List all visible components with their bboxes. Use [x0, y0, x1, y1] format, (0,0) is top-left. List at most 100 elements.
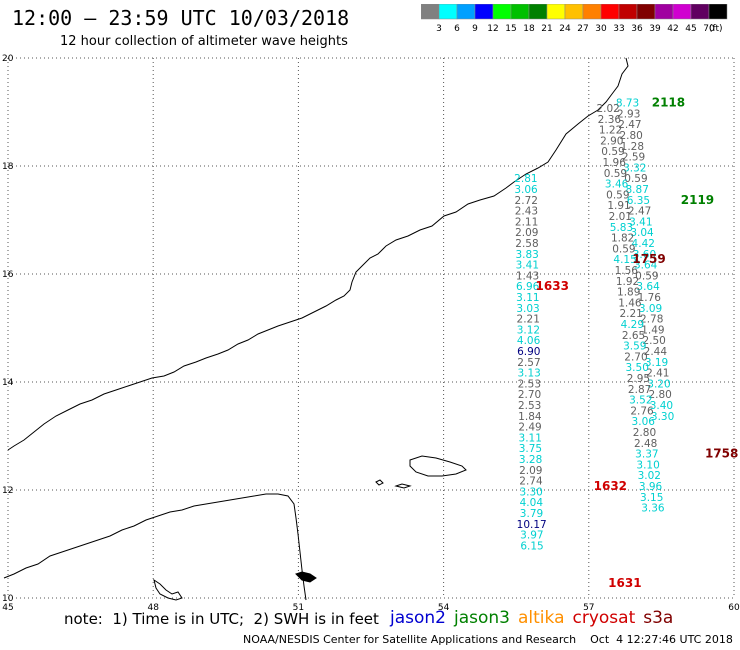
wave-height-value: 3.10: [636, 459, 659, 471]
wave-height-value: 6.90: [517, 346, 540, 358]
wave-height-value: 3.30: [519, 486, 542, 498]
pass-time-label: 2119: [681, 193, 714, 207]
map-subtitle: 12 hour collection of altimeter wave hei…: [60, 34, 348, 49]
wave-height-value: 2.47: [618, 119, 641, 131]
note-text: note: 1) Time is in UTC; 2) SWH is in fe…: [64, 610, 379, 628]
wave-height-value: 1.96: [603, 157, 627, 169]
wave-height-value: 3.09: [639, 303, 662, 315]
wave-height-value: 3.36: [641, 503, 665, 515]
wave-height-value: 2.09: [519, 465, 542, 477]
wave-height-value: 3.19: [645, 357, 668, 369]
wave-height-value: 2.53: [518, 400, 541, 412]
scale-label: 30: [595, 24, 607, 34]
wave-height-value: 2.90: [600, 135, 623, 147]
x-tick-label: 48: [147, 603, 159, 610]
wave-height-value: 2.80: [619, 130, 642, 142]
wave-height-value: 2.74: [519, 476, 543, 488]
wave-height-value: 3.40: [650, 400, 673, 412]
wave-height-value: 4.42: [632, 238, 655, 250]
wave-height-value: 1.82: [611, 233, 634, 245]
wave-height-value: 3.41: [629, 216, 652, 228]
wave-height-value: 0.59: [606, 189, 629, 201]
wave-height-value: 3.64: [636, 281, 660, 293]
wave-height-value: 4.29: [621, 319, 644, 331]
wave-height-value: 2.36: [598, 114, 622, 126]
wave-height-value: 1.43: [516, 270, 539, 282]
wave-height-value: 2.95: [627, 373, 650, 385]
wave-height-value: 1.89: [617, 287, 640, 299]
wave-height-value: 2.44: [644, 346, 668, 358]
wave-height-value: 2.58: [515, 238, 538, 250]
wave-height-value: 3.59: [623, 341, 646, 353]
horn-detail: [153, 578, 183, 601]
wave-height-value: 1.92: [616, 276, 639, 288]
scale-label: 45: [685, 24, 696, 34]
wave-height-value: 3.02: [638, 470, 661, 482]
wave-height-value: 8.73: [616, 98, 639, 110]
scale-label: 70: [703, 24, 715, 34]
wave-height-value: 2.43: [515, 206, 538, 218]
scale-label: 33: [613, 24, 624, 34]
wave-height-value: 6.15: [520, 540, 543, 552]
wave-height-value: 1.22: [599, 125, 622, 137]
wave-height-value: 4.15: [613, 254, 636, 266]
scale-label: 9: [472, 24, 478, 34]
x-tick-label: 51: [293, 603, 304, 610]
wave-height-value: 3.83: [515, 249, 538, 261]
wave-height-value: 0.59: [601, 146, 624, 158]
abd-al-kuri-island: [375, 479, 412, 489]
wave-height-value: 3.79: [520, 508, 543, 520]
wave-height-value: 10.17: [517, 519, 547, 531]
wave-height-value: 2.21: [619, 308, 642, 320]
scale-label: 6: [454, 24, 460, 34]
wave-height-value: 3.30: [651, 411, 674, 423]
wave-height-value: 2.78: [640, 314, 663, 326]
coastal-island: [295, 571, 317, 583]
wave-height-value: 5.83: [610, 222, 633, 234]
wave-height-value: 4.04: [520, 497, 544, 509]
map-grid: [7, 57, 735, 599]
wave-height-value: 3.60: [633, 249, 656, 261]
y-tick-label: 10: [2, 594, 14, 604]
wave-height-value: 0.59: [612, 243, 635, 255]
wave-height-value: 3.13: [517, 368, 540, 380]
wave-height-value: 2.80: [648, 389, 671, 401]
wave-height-value: 1.84: [518, 411, 542, 423]
x-tick-label: 54: [438, 603, 450, 610]
scale-label: 3: [436, 24, 442, 34]
wave-height-value: 0.59: [635, 270, 658, 282]
pass-time-label: 1632: [594, 479, 627, 493]
wave-height-value: 3.12: [517, 324, 540, 336]
y-tick-label: 16: [2, 270, 14, 280]
wave-height-value: 2.93: [617, 108, 640, 120]
scale-label: 18: [523, 24, 535, 34]
scale-label: 39: [649, 24, 661, 34]
scale-unit: (ft): [709, 24, 723, 34]
wave-height-value: 2.70: [624, 351, 647, 363]
wave-height-value: 6.96: [516, 281, 540, 293]
wave-height-value: 3.15: [640, 492, 663, 504]
wave-height-value: 3.64: [634, 260, 658, 272]
wave-height-value: 1.46: [618, 297, 642, 309]
satellite-legend-jason3: jason3: [454, 608, 510, 628]
wave-height-value: 2.47: [628, 206, 651, 218]
satellite-legend-cryosat: cryosat: [572, 608, 636, 628]
pass-time-labels: 2118 2119 1759 1633 1758 1632 1631: [536, 96, 739, 591]
wave-height-value: 0.59: [624, 173, 647, 185]
wave-height-value: 2.81: [514, 173, 537, 185]
wave-height-value: 4.06: [517, 335, 541, 347]
pass-time-label: 2118: [652, 96, 685, 110]
scale-label: 42: [667, 24, 678, 34]
wave-height-value: 2.80: [633, 427, 656, 439]
scale-label: 24: [559, 24, 571, 34]
wave-height-value: 2.53: [518, 378, 541, 390]
wave-height-value: 3.52: [629, 395, 652, 407]
satellite-legend: jason2 jason3 altika cryosat s3a: [390, 608, 681, 628]
scale-label: 12: [487, 24, 498, 34]
altimeter-tracks: 2.813.062.722.432.112.092.583.833.411.43…: [514, 98, 674, 553]
x-tick-label: 45: [2, 603, 13, 610]
wave-height-value: 2.48: [634, 438, 657, 450]
satellite-legend-s3a: s3a: [643, 608, 674, 628]
wave-height-value: 2.49: [518, 422, 541, 434]
